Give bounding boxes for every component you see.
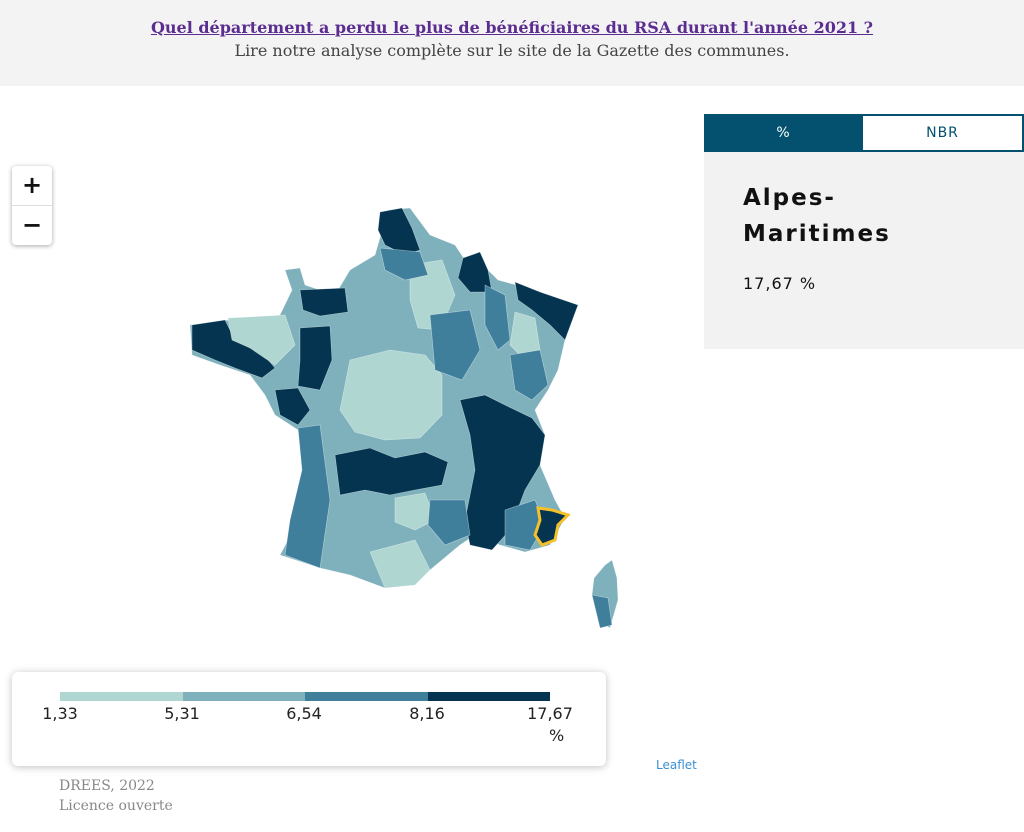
- dept-mid-picardie[interactable]: [379, 247, 429, 281]
- dept-mid-bourgogne[interactable]: [509, 349, 549, 401]
- banner-subtitle: Lire notre analyse complète sur le site …: [234, 41, 790, 60]
- dept-light-lot[interactable]: [394, 492, 436, 531]
- dept-massif-central[interactable]: [334, 447, 449, 496]
- dept-mid-ouest[interactable]: [284, 424, 331, 569]
- header-banner: Quel département a perdu le plus de béné…: [0, 0, 1024, 86]
- dept-moselle-alsace[interactable]: [514, 281, 579, 341]
- dept-mid-lorraine[interactable]: [484, 284, 511, 351]
- license-line: Licence ouverte: [59, 798, 173, 814]
- dept-sarthe-mayenne[interactable]: [297, 325, 333, 391]
- tab-nbr[interactable]: NBR: [863, 114, 1024, 152]
- france-choropleth-map[interactable]: [180, 200, 640, 640]
- metric-tabs: % NBR: [704, 114, 1024, 152]
- dept-alpes-maritimes[interactable]: [533, 506, 571, 547]
- department-value: 17,67 %: [743, 274, 817, 293]
- legend-tick: 8,16: [409, 704, 445, 723]
- legend-tick: 1,33: [42, 704, 78, 723]
- dept-mid-champagne[interactable]: [429, 309, 481, 381]
- legend-tick: 5,31: [164, 704, 200, 723]
- zoom-out-button[interactable]: −: [21, 211, 43, 239]
- article-link[interactable]: Quel département a perdu le plus de béné…: [150, 18, 874, 37]
- legend-bin-1: [60, 692, 183, 701]
- legend-tick: 17,67: [527, 704, 573, 723]
- dept-corse-sud[interactable]: [591, 594, 613, 629]
- legend-bin-2: [182, 692, 305, 701]
- info-panel: % NBR Alpes-Maritimes 17,67 %: [704, 114, 1024, 349]
- dept-light-centre[interactable]: [339, 349, 443, 441]
- legend-bin-3: [305, 692, 428, 701]
- color-legend: 1,33 5,31 6,54 8,16 17,67 %: [12, 672, 606, 766]
- tab-percent[interactable]: %: [704, 114, 863, 152]
- dept-light-sud[interactable]: [369, 539, 431, 589]
- source-credit: DREES, 2022 Licence ouverte: [59, 776, 173, 816]
- dept-mid-occitanie[interactable]: [427, 499, 471, 546]
- dept-light-bretagne[interactable]: [227, 314, 296, 366]
- department-name: Alpes-Maritimes: [743, 185, 891, 247]
- dept-calvados-orne[interactable]: [299, 287, 349, 317]
- legend-unit: %: [549, 726, 565, 745]
- leaflet-attribution-link[interactable]: Leaflet: [656, 758, 697, 772]
- zoom-control: + −: [12, 166, 52, 245]
- source-line: DREES, 2022: [59, 778, 155, 794]
- legend-bin-4: [427, 692, 550, 701]
- zoom-in-button[interactable]: +: [12, 166, 52, 206]
- legend-tick: 6,54: [286, 704, 322, 723]
- legend-color-bar: [60, 692, 550, 701]
- dept-vendee[interactable]: [274, 387, 311, 426]
